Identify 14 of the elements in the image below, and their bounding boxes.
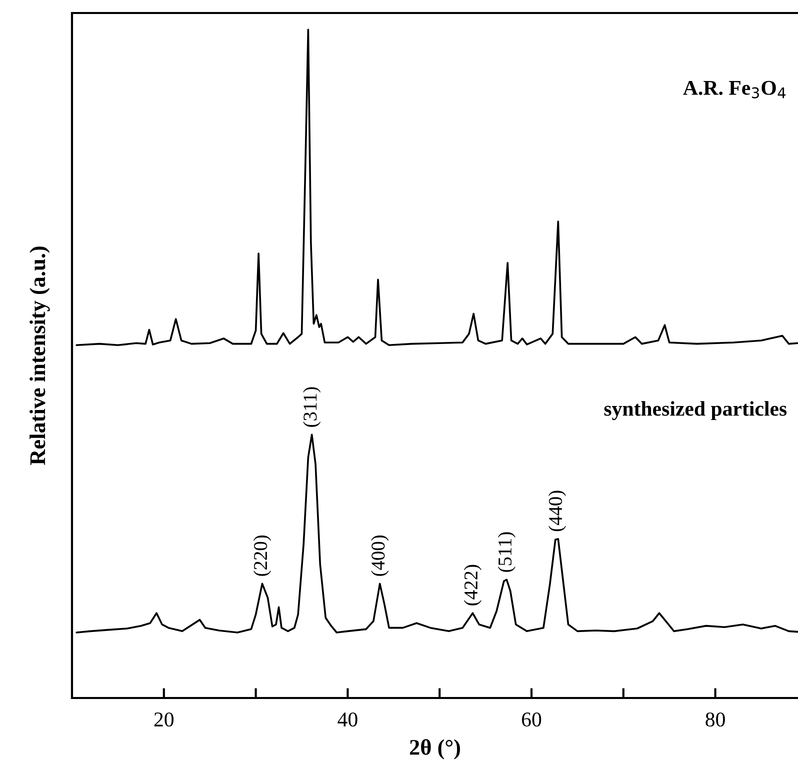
x-axis-title: 2θ (°) [410, 739, 460, 760]
annotation: A.R. Fe$_{3}$O$_{4}$ [683, 80, 786, 98]
annotation: (440) [548, 490, 566, 532]
x-tick-label: 40 [338, 712, 358, 727]
annotation: (400) [371, 536, 389, 576]
x-tick-label: 60 [522, 712, 542, 727]
x-tick-label: 80 [706, 712, 725, 727]
y-axis-title: Relative intensity (a.u.) [30, 246, 50, 465]
annotation: (422) [464, 564, 482, 606]
annotation: (220) [253, 536, 272, 576]
annotation: (311) [303, 387, 321, 427]
annotation: (511) [498, 532, 516, 572]
annotation: synthesized particles [604, 401, 787, 420]
x-tick-label: 20 [154, 712, 174, 727]
